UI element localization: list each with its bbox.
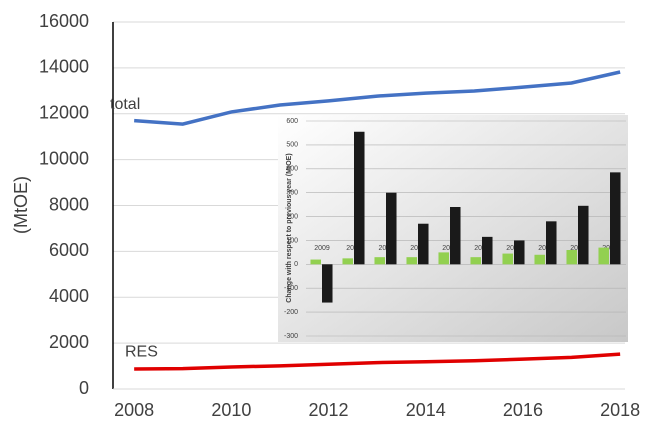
y-tick-label: 2000 bbox=[49, 332, 89, 352]
bar bbox=[438, 252, 449, 265]
y-tick-label: 14000 bbox=[39, 57, 89, 77]
bar bbox=[322, 264, 333, 303]
series-label: RES bbox=[125, 343, 158, 360]
y-tick-label: 10000 bbox=[39, 148, 89, 168]
bar bbox=[566, 250, 577, 265]
series-line bbox=[134, 352, 621, 371]
y-tick-label: 600 bbox=[286, 118, 298, 125]
y-tick-label: 4000 bbox=[49, 286, 89, 306]
y-tick-label: -200 bbox=[284, 309, 298, 316]
bar bbox=[386, 192, 397, 265]
series-line bbox=[134, 70, 621, 126]
y-tick-label: 300 bbox=[286, 190, 298, 197]
y-tick-label: 8000 bbox=[49, 194, 89, 214]
y-tick-label: 6000 bbox=[49, 240, 89, 260]
bar bbox=[534, 254, 545, 265]
bar bbox=[470, 257, 481, 265]
bar bbox=[374, 257, 385, 265]
y-tick-label: 0 bbox=[294, 261, 298, 268]
x-tick-label: 2014 bbox=[406, 400, 446, 420]
bar bbox=[514, 240, 525, 265]
bar bbox=[342, 258, 353, 265]
y-tick-label: 200 bbox=[286, 213, 298, 220]
y-tick-label: 12000 bbox=[39, 103, 89, 123]
x-tick-label: 2012 bbox=[309, 400, 349, 420]
x-tick-label: 2016 bbox=[503, 400, 543, 420]
x-tick-label: 2008 bbox=[114, 400, 154, 420]
x-tick-label: 2009 bbox=[314, 245, 330, 252]
y-tick-label: 500 bbox=[286, 142, 298, 149]
y-tick-label: 0 bbox=[79, 378, 89, 398]
y-tick-label: -100 bbox=[284, 285, 298, 292]
bar bbox=[546, 221, 557, 265]
y-tick-label: 100 bbox=[286, 237, 298, 244]
bar bbox=[450, 207, 461, 265]
y-tick-label: 16000 bbox=[39, 11, 89, 31]
bar bbox=[578, 205, 589, 265]
y-axis-label: Change with respect to previous year (Mt… bbox=[286, 153, 293, 302]
y-tick-label: -300 bbox=[284, 333, 298, 340]
series-label: total bbox=[110, 96, 140, 113]
x-tick-label: 2018 bbox=[600, 400, 640, 420]
bar bbox=[482, 236, 493, 265]
bar bbox=[406, 257, 417, 265]
y-axis-label: (MtOE) bbox=[11, 176, 31, 234]
bar bbox=[610, 172, 621, 265]
y-tick-label: 400 bbox=[286, 166, 298, 173]
x-tick-label: 2010 bbox=[211, 400, 251, 420]
bar bbox=[598, 247, 609, 265]
bar bbox=[502, 253, 513, 265]
bar bbox=[354, 131, 365, 265]
bar bbox=[310, 259, 321, 265]
bar bbox=[418, 223, 429, 265]
